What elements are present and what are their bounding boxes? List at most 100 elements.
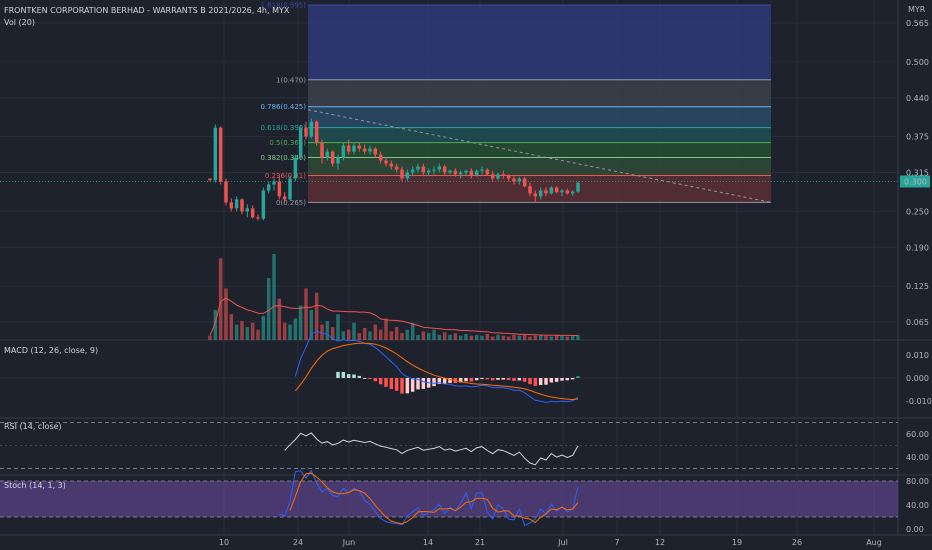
candle-body (501, 174, 506, 176)
macd-histogram-bar (352, 374, 356, 378)
candle-body (288, 178, 292, 200)
rsi-tick-label: 40.00 (906, 453, 929, 462)
candle-body (229, 202, 234, 209)
volume-bar (213, 309, 218, 340)
time-tick-label: Jul (557, 538, 568, 547)
last-price-value: 0.300 (904, 177, 927, 186)
volume-bar (442, 332, 447, 340)
candle-body (208, 178, 212, 181)
candle-body (485, 169, 490, 175)
volume-bar (309, 309, 314, 340)
candle-body (336, 157, 340, 164)
stoch-label: Stoch (14, 1, 3) (4, 481, 66, 490)
volume-bar (373, 324, 378, 340)
candle-body (464, 170, 468, 173)
fib-level-label: 0.5(0.365) (269, 139, 306, 147)
volume-bar (304, 288, 308, 340)
macd-histogram-bar (512, 378, 516, 381)
macd-histogram-bar (346, 374, 351, 378)
fib-zone (308, 127, 771, 143)
volume-bar (234, 324, 239, 340)
volume-bar (330, 327, 335, 340)
candle-body (245, 208, 250, 212)
macd-histogram-bar (560, 378, 564, 381)
volume-bar (368, 331, 372, 340)
trend-line (307, 109, 772, 203)
candle-body (330, 151, 335, 164)
candle-body (453, 170, 458, 175)
candle-body (554, 187, 559, 193)
price-tick-label: 0.125 (906, 282, 929, 291)
volume-bar (250, 322, 255, 340)
volume-bar (384, 318, 388, 340)
macd-histogram-bar (384, 378, 388, 387)
macd-histogram-bar (389, 378, 394, 390)
macd-histogram-bar (368, 378, 372, 379)
macd-histogram-bar (544, 378, 548, 385)
time-tick-label: 24 (293, 538, 303, 547)
candle-body (314, 121, 319, 143)
volume-bar (208, 335, 212, 340)
volume-bar (458, 335, 463, 340)
macd-histogram-bar (464, 378, 468, 382)
candle-body (517, 178, 522, 182)
candle-body (416, 166, 420, 170)
volume-bar (533, 335, 538, 340)
fib-level-label: 0(0.265) (276, 199, 306, 207)
price-tick-label: 0.375 (906, 133, 929, 142)
macd-histogram-bar (554, 378, 559, 382)
volume-bar (256, 329, 260, 340)
stoch-tick-label: 40.00 (906, 501, 929, 510)
macd-histogram-bar (448, 378, 452, 384)
candle-body (309, 121, 314, 137)
macd-histogram-bar (480, 378, 484, 380)
macd-histogram-bar (533, 378, 538, 386)
candle-body (320, 142, 324, 158)
time-tick-label: Aug (866, 538, 882, 547)
fib-zone (308, 157, 771, 176)
candle-body (538, 190, 543, 197)
volume-bar (426, 333, 431, 340)
volume-bar (389, 331, 394, 340)
candle-body (426, 170, 431, 173)
fib-level-label: 1.618(0.595) (260, 2, 306, 10)
candle-body (474, 170, 479, 176)
fib-zone (308, 5, 771, 80)
candle-body (432, 169, 436, 171)
candle-body (576, 182, 580, 192)
volume-bar (298, 305, 303, 340)
volume-bar (314, 292, 319, 340)
volume-bar (522, 333, 527, 340)
stoch-tick-label: 80.00 (906, 477, 929, 486)
candle-body (522, 178, 527, 187)
volume-bar (261, 315, 266, 340)
macd-histogram-bar (506, 378, 511, 381)
macd-histogram-bar (469, 378, 474, 382)
candle-body (394, 166, 399, 170)
candle-body (544, 190, 548, 194)
macd-histogram-bar (405, 378, 410, 394)
time-tick-label: 14 (423, 538, 433, 547)
volume-bar (506, 336, 511, 340)
macd-histogram-bar (394, 378, 399, 391)
candle-body (256, 217, 260, 219)
candle-body (266, 184, 271, 191)
price-tick-label: 0.440 (906, 94, 929, 103)
volume-bar (229, 314, 234, 340)
volume-bar (378, 329, 383, 340)
fib-level-label: 1(0.470) (276, 76, 306, 84)
price-tick-label: 0.250 (906, 207, 929, 216)
time-tick-label: 26 (792, 538, 802, 547)
volume-bar (437, 334, 442, 340)
volume-bar (501, 335, 506, 340)
fib-level-label: 0.382(0.340) (260, 154, 306, 162)
macd-histogram-bar (400, 378, 404, 394)
fib-zone (308, 142, 771, 158)
macd-histogram-bar (341, 371, 346, 378)
time-tick-label: 19 (732, 538, 742, 547)
candle-body (480, 169, 484, 171)
macd-histogram-bar (485, 378, 490, 380)
volume-bar (288, 324, 292, 340)
